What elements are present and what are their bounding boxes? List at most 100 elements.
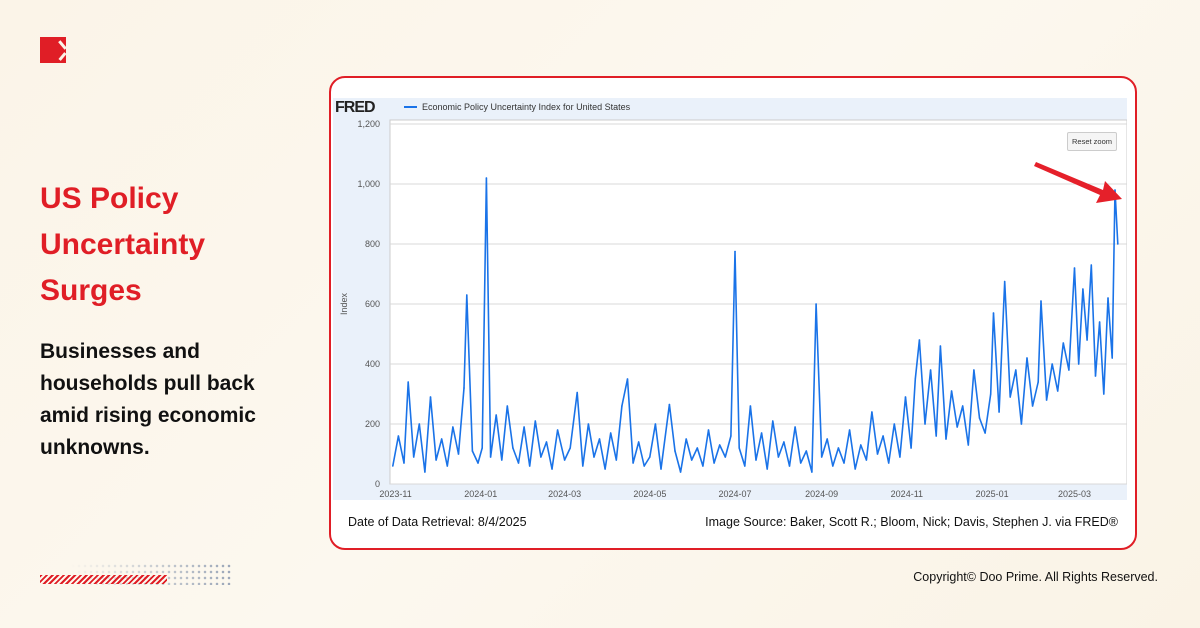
data-point xyxy=(1082,288,1084,290)
x-tick-label: 2024-11 xyxy=(891,489,923,499)
data-point xyxy=(832,465,834,467)
x-tick-label: 2025-03 xyxy=(1058,489,1091,499)
data-point xyxy=(569,447,572,449)
data-point xyxy=(837,447,840,449)
data-point xyxy=(738,447,741,449)
fred-chart: 0 200 400 600 800 1,000 1,200 2023-11 2024-01 202… xyxy=(339,119,1127,499)
data-point xyxy=(914,378,917,380)
data-point xyxy=(643,465,646,467)
data-point xyxy=(910,447,912,449)
data-point xyxy=(696,447,699,449)
data-point xyxy=(935,435,938,437)
data-point xyxy=(609,432,612,434)
data-point xyxy=(506,405,509,407)
data-point xyxy=(854,468,856,470)
data-point xyxy=(918,339,921,341)
data-point xyxy=(924,423,926,425)
data-point xyxy=(876,453,879,455)
data-point xyxy=(1114,189,1116,191)
x-tick-label: 2024-07 xyxy=(719,489,752,499)
data-point xyxy=(811,471,813,473)
copyright: Copyright© Doo Prime. All Rights Reserve… xyxy=(913,570,1158,584)
data-point xyxy=(893,423,896,425)
data-point xyxy=(466,294,468,296)
data-point xyxy=(471,450,474,452)
data-point xyxy=(457,453,460,455)
data-point xyxy=(581,465,584,467)
data-point xyxy=(397,435,400,437)
data-point xyxy=(626,378,629,380)
data-point xyxy=(984,432,986,434)
data-point xyxy=(593,456,595,458)
data-point xyxy=(452,426,454,428)
plot-area xyxy=(389,119,1127,485)
data-point xyxy=(485,177,488,179)
data-point xyxy=(407,381,409,383)
data-point xyxy=(674,450,676,452)
y-tick-label: 800 xyxy=(365,239,380,249)
y-tick-label: 0 xyxy=(375,479,380,489)
data-point xyxy=(403,462,405,464)
chart-legend: Economic Policy Uncertainty Index for Un… xyxy=(404,102,630,112)
data-point xyxy=(649,456,651,458)
data-point xyxy=(495,414,497,416)
data-point xyxy=(766,468,768,470)
data-point xyxy=(435,459,437,461)
y-tick-label: 1,200 xyxy=(357,119,380,129)
data-point xyxy=(783,441,785,443)
data-point xyxy=(1062,342,1065,344)
data-point xyxy=(654,423,657,425)
data-point xyxy=(1117,243,1119,245)
data-point xyxy=(1045,399,1048,401)
data-point xyxy=(1073,267,1076,269)
retrieval-date: Date of Data Retrieval: 8/4/2025 xyxy=(348,515,527,529)
data-point xyxy=(887,462,890,464)
data-point xyxy=(685,438,687,440)
y-tick-label: 200 xyxy=(365,419,380,429)
data-point xyxy=(660,468,662,470)
data-point xyxy=(820,456,823,458)
data-point xyxy=(424,471,426,473)
image-source: Image Source: Baker, Scott R.; Bloom, Ni… xyxy=(705,515,1118,529)
annotation-arrow xyxy=(1034,162,1122,203)
data-point xyxy=(545,441,548,443)
data-point xyxy=(871,411,873,413)
fred-logo: FRED xyxy=(335,99,376,116)
data-point xyxy=(734,250,736,253)
data-point xyxy=(707,429,710,431)
data-point xyxy=(489,456,492,458)
data-point xyxy=(598,438,601,440)
data-point xyxy=(788,465,791,467)
x-tick-label: 2024-05 xyxy=(633,489,666,499)
data-point xyxy=(1068,369,1070,371)
data-point xyxy=(992,312,995,314)
data-point xyxy=(989,393,992,395)
data-point xyxy=(882,435,884,437)
data-point xyxy=(998,411,1000,413)
data-point xyxy=(551,468,553,470)
data-point xyxy=(956,426,958,428)
y-tick-label: 1,000 xyxy=(357,179,380,189)
data-point xyxy=(563,459,566,461)
data-point xyxy=(843,462,845,464)
data-point xyxy=(446,465,449,467)
doo-prime-logo xyxy=(40,37,66,63)
data-point xyxy=(1056,390,1059,392)
data-point xyxy=(967,444,970,446)
data-point xyxy=(978,417,981,419)
data-point xyxy=(904,396,907,398)
data-point xyxy=(556,429,559,431)
data-point xyxy=(1090,264,1093,266)
data-point xyxy=(794,426,796,428)
y-tick-label: 400 xyxy=(365,359,380,369)
data-point xyxy=(477,462,479,464)
reset-zoom-button[interactable]: Reset zoom xyxy=(1067,132,1117,151)
data-point xyxy=(637,441,640,443)
data-point xyxy=(679,471,682,473)
data-point xyxy=(440,438,443,440)
data-point xyxy=(815,303,817,305)
data-point xyxy=(945,438,947,440)
data-point xyxy=(512,447,514,449)
data-point xyxy=(848,429,851,431)
decorative-stripes xyxy=(40,575,167,584)
